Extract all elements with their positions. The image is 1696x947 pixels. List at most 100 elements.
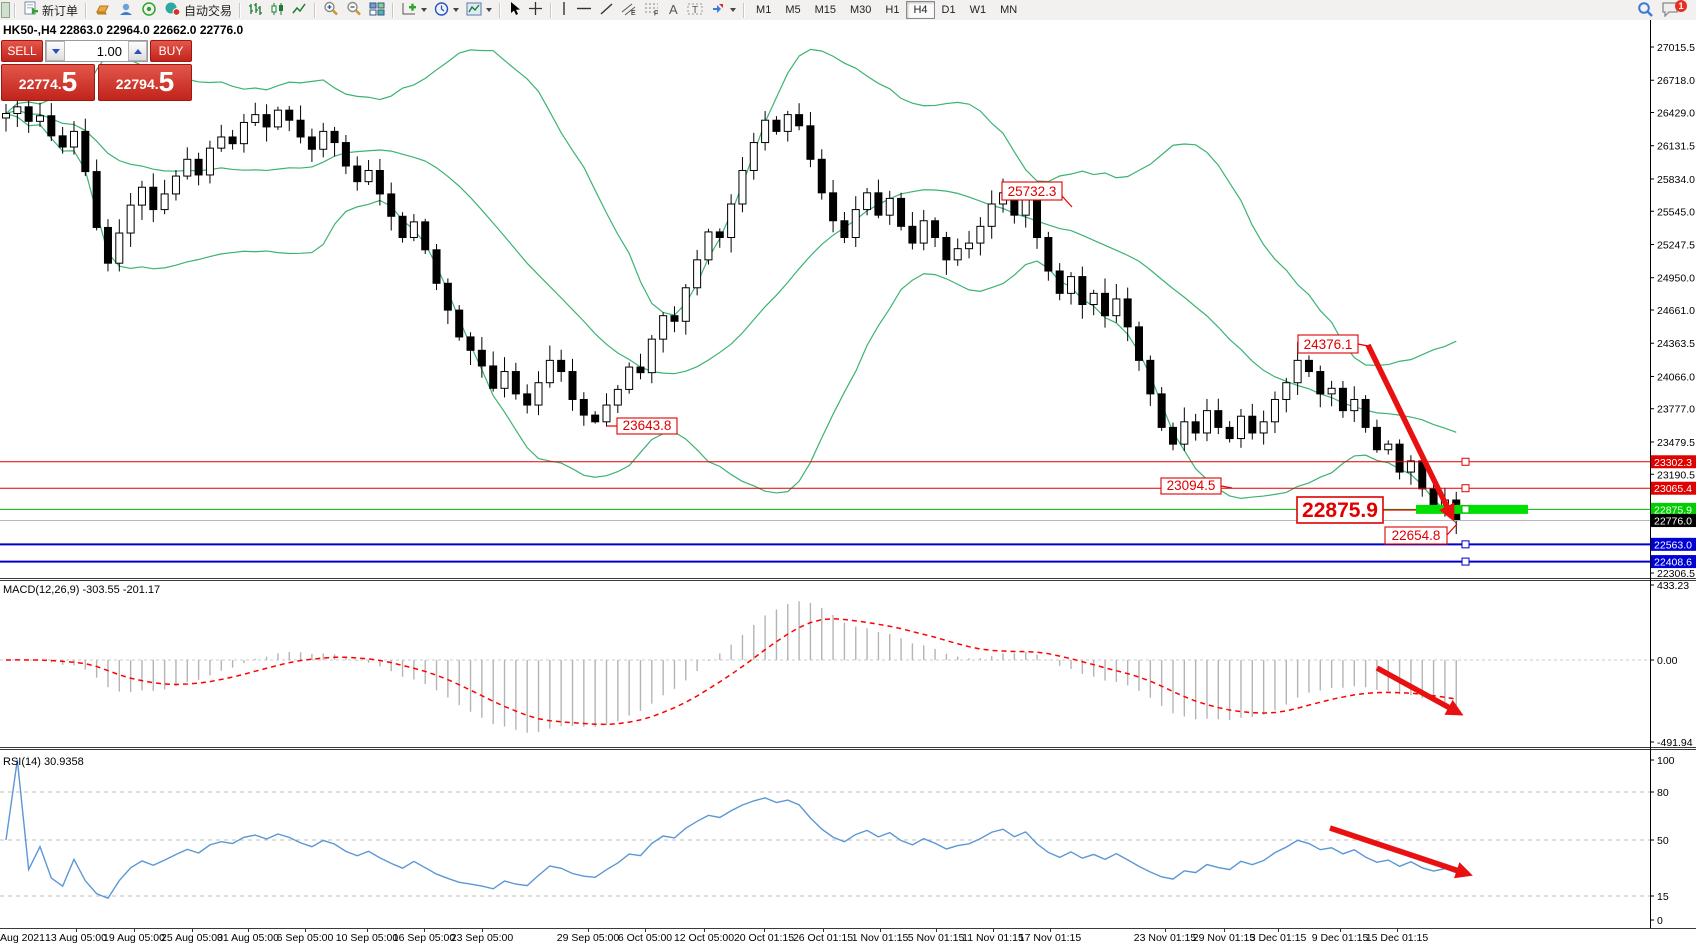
- time-axis[interactable]: Aug 2021 13 Aug 05:00 19 Aug 05:00 25 Aug 0…: [0, 929, 1696, 947]
- svg-text:15: 15: [1657, 891, 1669, 903]
- macd-pane: [0, 601, 1650, 733]
- cursor-icon: [508, 1, 521, 19]
- chart-title: HK50-,H4 22863.0 22964.0 22662.0 22776.0: [3, 23, 244, 37]
- chart-canvas[interactable]: 27015.5 26718.0 26429.0 26131.5 25834.0 25545…: [0, 20, 1696, 947]
- fibonacci-tool-button[interactable]: F: [641, 1, 663, 19]
- trendline-tool-button[interactable]: [596, 1, 617, 19]
- shapes-tool-button[interactable]: [707, 1, 739, 19]
- horizontal-line-22408.6[interactable]: [0, 557, 1650, 566]
- svg-text:0: 0: [1657, 915, 1663, 927]
- time-axis-label: 1 Nov 01:15: [851, 932, 909, 944]
- period-button[interactable]: [431, 1, 462, 19]
- price-annotation-25732.3[interactable]: 25732.3: [1001, 181, 1073, 208]
- buy-price: 22794.: [115, 75, 159, 92]
- timeframe-button-m1[interactable]: M1: [756, 4, 772, 16]
- sell-price-button[interactable]: 22774. 5: [1, 64, 95, 101]
- svg-text:22875.9: 22875.9: [1654, 504, 1692, 516]
- rsi-label: RSI(14) 30.9358: [3, 756, 84, 768]
- timeframe-button-mn[interactable]: MN: [1000, 4, 1018, 16]
- svg-text:50: 50: [1657, 835, 1669, 847]
- horizontal-line-23065.4[interactable]: [0, 484, 1650, 493]
- volume-input[interactable]: 1.00: [96, 43, 122, 59]
- svg-text:23065.4: 23065.4: [1654, 483, 1692, 495]
- text-tool-button[interactable]: A: [664, 1, 683, 19]
- community-button[interactable]: [115, 1, 137, 19]
- price-annotation-23643.8[interactable]: 23643.8: [606, 417, 678, 435]
- macd-label: MACD(12,26,9) -303.55 -201.17: [3, 584, 160, 596]
- time-axis-label: 10 Sep 05:00: [335, 932, 399, 944]
- horizontal-line-23302.3[interactable]: [0, 457, 1650, 466]
- line-chart-mode-button[interactable]: [289, 1, 310, 19]
- zoom-in-button[interactable]: [320, 1, 342, 19]
- buy-price-button[interactable]: 22794. 5: [98, 64, 192, 101]
- toolbar-separator: [239, 2, 242, 18]
- svg-text:22654.8: 22654.8: [1392, 528, 1441, 543]
- volume-decrease-button[interactable]: [46, 41, 65, 61]
- autotrading-button[interactable]: 自动交易: [161, 1, 235, 19]
- buy-button[interactable]: BUY: [150, 40, 192, 62]
- time-axis-label: 25 Aug 05:00: [161, 932, 223, 944]
- price-annotation-22654.8[interactable]: 22654.8: [1384, 523, 1458, 545]
- caret-up-icon: [133, 48, 142, 54]
- timeframe-button-d1[interactable]: D1: [941, 4, 956, 16]
- svg-text:100: 100: [1657, 755, 1675, 767]
- label-tool-button[interactable]: T: [684, 1, 706, 19]
- price-annotation-23094.5[interactable]: 23094.5: [1160, 477, 1233, 495]
- crosshair-tool-button[interactable]: [525, 1, 546, 19]
- toolbar-separator: [314, 2, 317, 18]
- candlestick-mode-button[interactable]: [267, 1, 288, 19]
- gold-icon: [94, 2, 111, 19]
- add-indicator-button[interactable]: [398, 1, 430, 19]
- svg-text:26131.5: 26131.5: [1657, 141, 1695, 153]
- svg-text:26429.0: 26429.0: [1657, 108, 1695, 120]
- bollinger-bands: [5, 48, 1457, 524]
- time-axis-tick: [1340, 929, 1341, 932]
- search-button[interactable]: [1634, 1, 1657, 19]
- tile-windows-button[interactable]: [366, 1, 388, 19]
- vertical-line-tool-button[interactable]: [556, 1, 572, 19]
- time-axis-label: 20 Oct 01:15: [733, 932, 795, 944]
- time-axis-label: 13 Aug 05:00: [45, 932, 107, 944]
- trend-arrow[interactable]: [1329, 825, 1473, 879]
- svg-text:25545.0: 25545.0: [1657, 206, 1695, 218]
- horizontal-line-22875.9[interactable]: [0, 504, 1650, 514]
- channel-tool-button[interactable]: E: [618, 1, 640, 19]
- time-axis-label: 15 Dec 01:15: [1365, 932, 1429, 944]
- vertical-line-icon: [559, 1, 569, 19]
- line-chart-icon: [292, 2, 307, 19]
- timeframe-button-m5[interactable]: M5: [785, 4, 801, 16]
- horizontal-line-tool-button[interactable]: [573, 1, 595, 19]
- deposit-button[interactable]: [91, 1, 114, 19]
- volume-increase-button[interactable]: [128, 41, 147, 61]
- time-axis-tick: [880, 929, 881, 932]
- sell-price-pips: 5: [61, 66, 78, 97]
- price-axis[interactable]: 27015.5 26718.0 26429.0 26131.5 25834.0 25545…: [1650, 42, 1696, 580]
- community-icon: [118, 2, 134, 19]
- new-order-button[interactable]: 新订单: [20, 1, 81, 19]
- templates-button[interactable]: [463, 1, 495, 19]
- svg-text:433.23: 433.23: [1657, 580, 1689, 592]
- timeframe-button-h4[interactable]: H4: [906, 1, 935, 19]
- zoom-out-button[interactable]: [343, 1, 365, 19]
- timeframe-button-m15[interactable]: M15: [814, 4, 836, 16]
- sell-button[interactable]: SELL: [1, 40, 43, 62]
- notifications-button[interactable]: 1: [1658, 0, 1687, 19]
- horizontal-line-22563[interactable]: [0, 540, 1650, 549]
- equidistant-channel-icon: E: [621, 2, 637, 19]
- timeframe-button-h1[interactable]: H1: [885, 4, 900, 16]
- svg-text:23094.5: 23094.5: [1167, 478, 1216, 493]
- time-axis-tick: [823, 929, 824, 932]
- time-axis-label: 29 Nov 01:15: [1192, 932, 1256, 944]
- trend-arrow[interactable]: [1375, 665, 1464, 716]
- chart-window: 27015.5 26718.0 26429.0 26131.5 25834.0 25545…: [0, 20, 1696, 947]
- price-annotation-22875.9[interactable]: 22875.9: [1296, 496, 1416, 524]
- rsi-pane: [0, 759, 1650, 900]
- bar-chart-mode-button[interactable]: [245, 1, 266, 19]
- cursor-tool-button[interactable]: [505, 1, 524, 19]
- timeframe-button-w1[interactable]: W1: [969, 4, 987, 16]
- price-annotation-24376.1[interactable]: 24376.1: [1297, 334, 1369, 354]
- timeframe-button-m30[interactable]: M30: [850, 4, 872, 16]
- trend-arrow[interactable]: [1365, 343, 1455, 522]
- signal-button[interactable]: [138, 1, 160, 19]
- svg-text:-491.94: -491.94: [1657, 737, 1693, 749]
